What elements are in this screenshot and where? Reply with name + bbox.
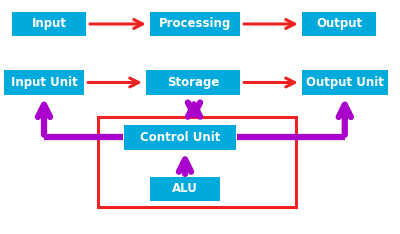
FancyBboxPatch shape	[124, 125, 236, 150]
FancyBboxPatch shape	[12, 12, 86, 36]
Text: Processing: Processing	[159, 18, 231, 30]
Text: Input Unit: Input Unit	[11, 76, 77, 89]
FancyBboxPatch shape	[302, 70, 388, 95]
FancyBboxPatch shape	[150, 12, 240, 36]
Text: Output Unit: Output Unit	[306, 76, 384, 89]
Text: ALU: ALU	[172, 183, 198, 195]
Text: Output: Output	[316, 18, 362, 30]
FancyBboxPatch shape	[302, 12, 376, 36]
Text: Control Unit: Control Unit	[140, 131, 220, 144]
Bar	[98, 117, 296, 207]
FancyBboxPatch shape	[4, 70, 84, 95]
FancyBboxPatch shape	[146, 70, 240, 95]
Text: Storage: Storage	[167, 76, 219, 89]
FancyBboxPatch shape	[150, 177, 220, 201]
Text: Input: Input	[32, 18, 66, 30]
